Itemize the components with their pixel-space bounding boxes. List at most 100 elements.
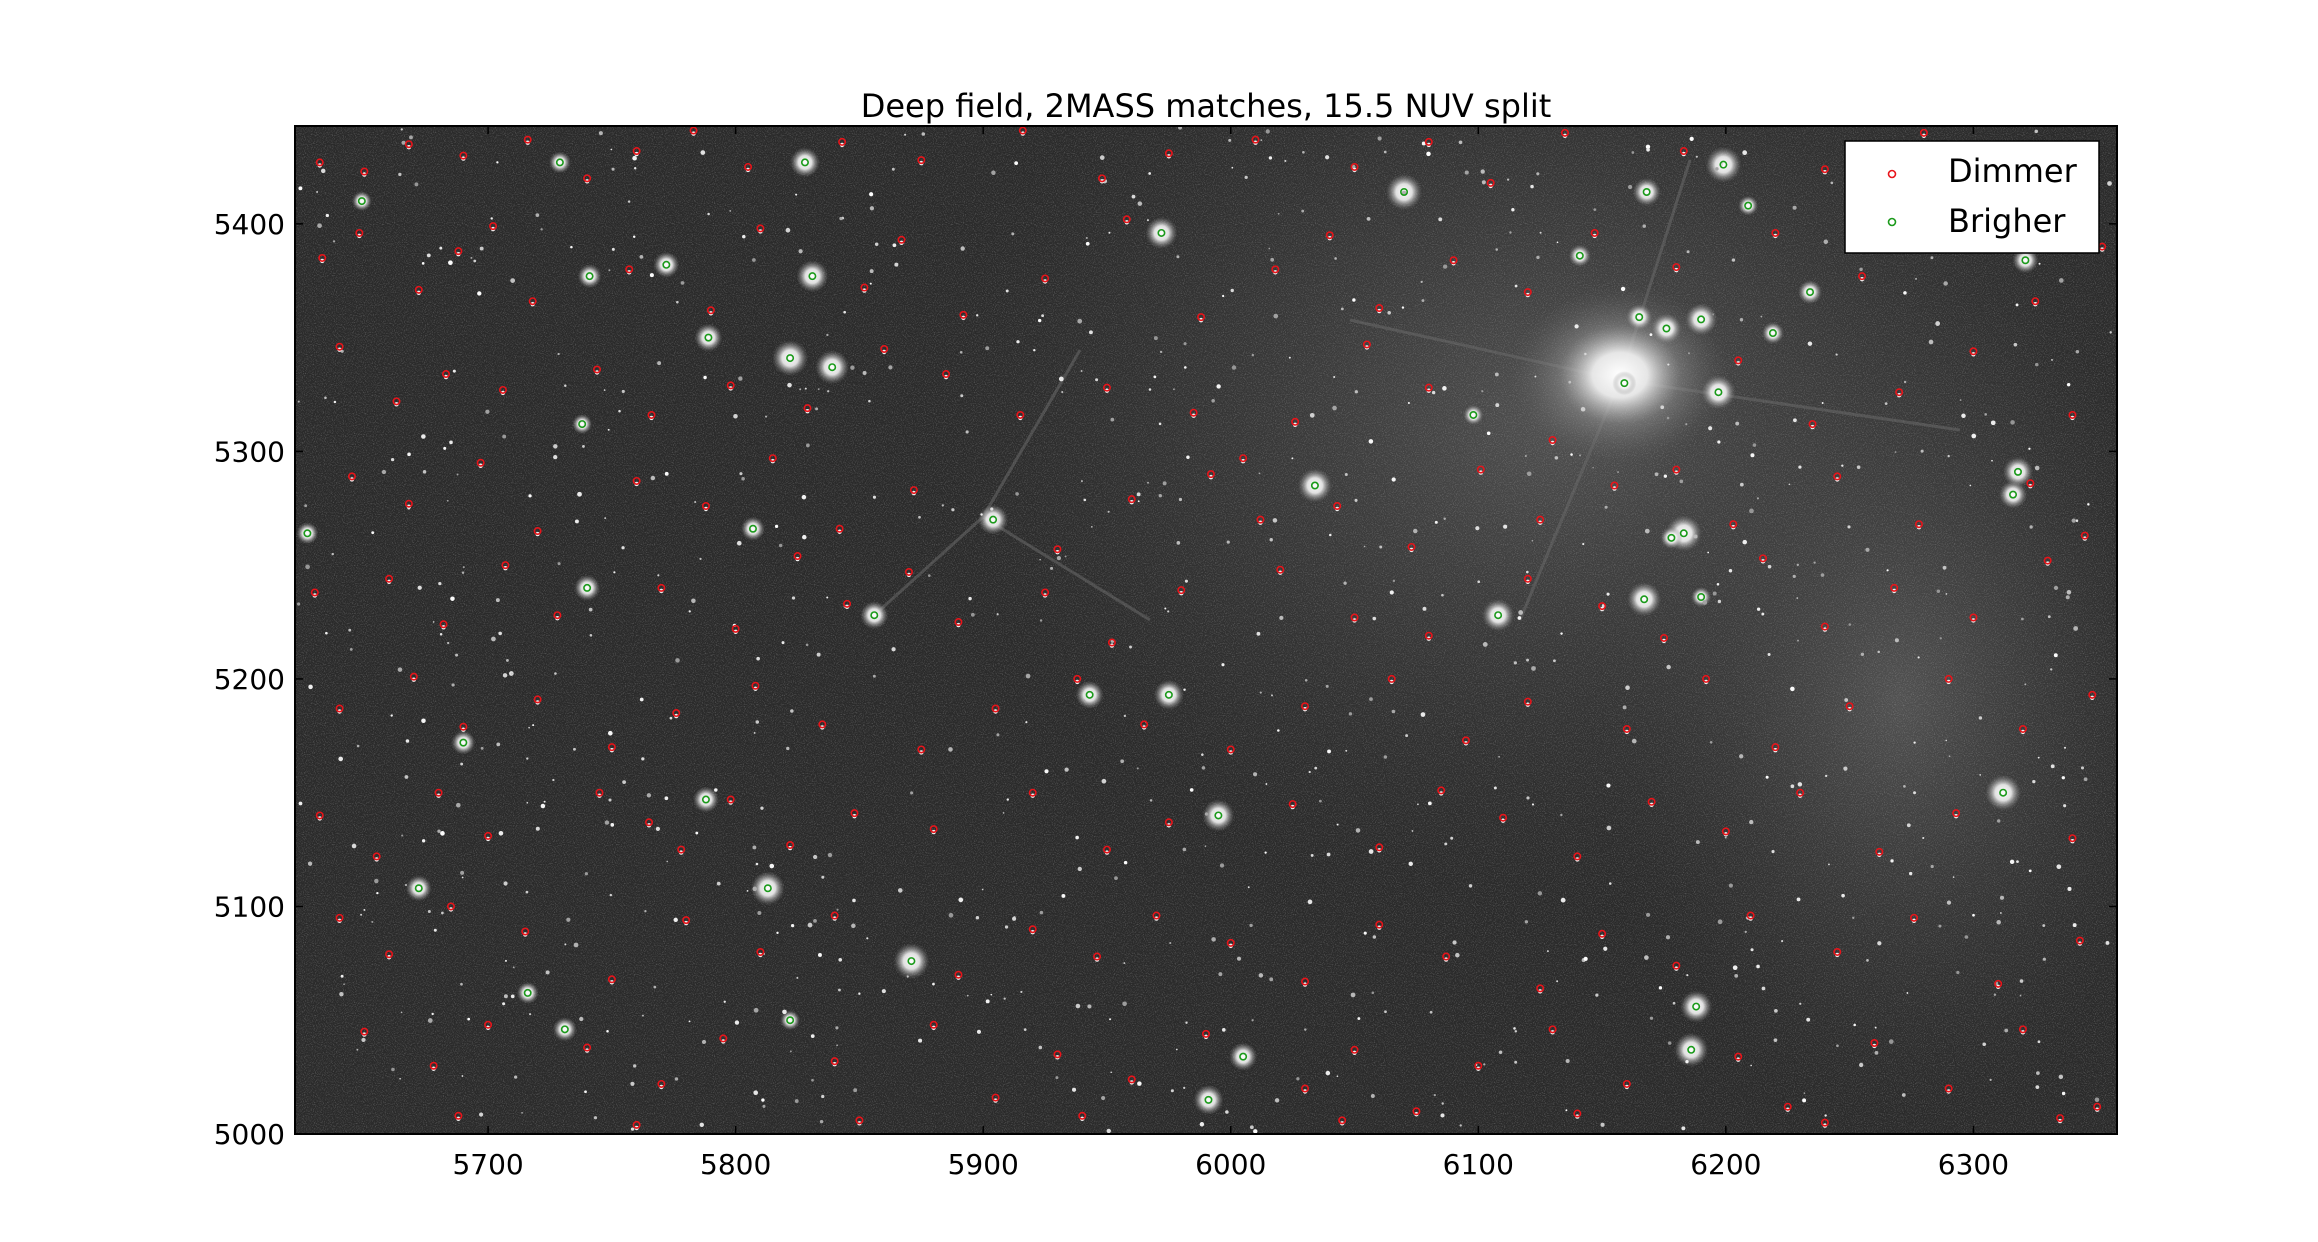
faint-star bbox=[649, 273, 654, 278]
brighter-point bbox=[1999, 788, 2008, 797]
brighter-point bbox=[2021, 256, 2030, 265]
faint-star bbox=[2050, 764, 2055, 769]
faint-star bbox=[1345, 749, 1348, 752]
faint-star bbox=[904, 133, 907, 136]
faint-star bbox=[1906, 823, 1911, 828]
brighter-point bbox=[1768, 329, 1777, 338]
dimmer-point bbox=[830, 1057, 839, 1066]
faint-star bbox=[1268, 156, 1273, 160]
dimmer-point bbox=[1177, 586, 1186, 595]
faint-star bbox=[981, 888, 984, 891]
faint-star bbox=[446, 499, 449, 502]
brighter-point bbox=[786, 1016, 795, 1025]
faint-star bbox=[762, 1104, 766, 1108]
faint-star bbox=[1044, 769, 1049, 774]
faint-star bbox=[461, 876, 464, 879]
faint-star bbox=[1420, 280, 1423, 283]
dimmer-point bbox=[607, 975, 616, 984]
brighter-point bbox=[1642, 187, 1651, 196]
dimmer-point bbox=[835, 524, 844, 533]
faint-star bbox=[360, 913, 363, 916]
faint-star bbox=[1565, 1058, 1570, 1064]
faint-star bbox=[2083, 777, 2088, 782]
faint-star bbox=[1363, 931, 1367, 935]
faint-star bbox=[582, 445, 585, 448]
faint-star bbox=[852, 898, 856, 903]
faint-star bbox=[1841, 893, 1845, 898]
faint-star bbox=[1716, 582, 1720, 586]
dimmer-point bbox=[501, 561, 510, 570]
faint-star bbox=[1739, 318, 1744, 322]
dimmer-point bbox=[434, 788, 443, 797]
dimmer-point bbox=[315, 158, 324, 167]
faint-star bbox=[431, 1012, 434, 1016]
faint-star bbox=[456, 473, 459, 476]
dimmer-point bbox=[1679, 147, 1688, 156]
dimmer-point bbox=[2026, 479, 2035, 488]
faint-star bbox=[574, 519, 579, 524]
faint-star bbox=[1481, 390, 1484, 393]
faint-star bbox=[448, 260, 453, 266]
faint-star bbox=[1153, 336, 1158, 341]
faint-star bbox=[498, 830, 504, 836]
dimmer-point bbox=[632, 476, 641, 485]
faint-star bbox=[786, 746, 790, 751]
dimmer-point bbox=[318, 253, 327, 262]
star-glow bbox=[1632, 177, 1661, 206]
dimmer-point bbox=[385, 950, 394, 959]
faint-star bbox=[1717, 599, 1722, 604]
faint-star bbox=[1859, 1062, 1864, 1068]
faint-star bbox=[404, 775, 409, 779]
faint-star bbox=[1560, 632, 1563, 635]
faint-star bbox=[948, 747, 953, 752]
dimmer-point bbox=[756, 947, 765, 956]
faint-star bbox=[1738, 754, 1744, 759]
faint-star bbox=[1075, 835, 1079, 840]
faint-star bbox=[1004, 925, 1009, 929]
faint-star bbox=[2028, 447, 2031, 450]
dimmer-point bbox=[1734, 1052, 1743, 1061]
faint-star bbox=[1847, 525, 1851, 529]
faint-star bbox=[756, 656, 760, 661]
faint-star bbox=[2034, 129, 2039, 134]
faint-star bbox=[927, 574, 931, 577]
faint-star bbox=[1264, 851, 1267, 854]
faint-star bbox=[1272, 518, 1278, 523]
dimmer-point bbox=[1053, 545, 1062, 554]
dimmer-point bbox=[818, 720, 827, 729]
faint-star bbox=[1993, 993, 1997, 996]
faint-star bbox=[1251, 1019, 1254, 1022]
faint-star bbox=[1231, 365, 1237, 370]
x-tick-label: 6200 bbox=[1690, 1148, 1761, 1181]
faint-star bbox=[503, 994, 508, 999]
dimmer-point bbox=[1098, 174, 1107, 183]
faint-star bbox=[1355, 828, 1361, 833]
faint-star bbox=[390, 458, 395, 462]
dimmer-point bbox=[1573, 1109, 1582, 1118]
faint-star bbox=[573, 942, 579, 948]
faint-star bbox=[1041, 314, 1045, 318]
brighter-point bbox=[1157, 228, 1166, 237]
faint-star bbox=[584, 872, 588, 876]
faint-star bbox=[414, 182, 419, 187]
dimmer-point bbox=[701, 501, 710, 510]
faint-star bbox=[1148, 388, 1152, 391]
star-glow bbox=[516, 981, 539, 1004]
faint-star bbox=[485, 409, 490, 414]
dimmer-point bbox=[439, 620, 448, 629]
faint-star bbox=[2035, 362, 2039, 367]
dimmer-point bbox=[1820, 165, 1829, 174]
dimmer-point bbox=[484, 1020, 493, 1029]
faint-star bbox=[1442, 386, 1447, 391]
faint-star bbox=[1087, 1004, 1092, 1009]
faint-star bbox=[2063, 804, 2067, 808]
faint-star bbox=[1606, 592, 1610, 596]
faint-star bbox=[1735, 421, 1740, 426]
faint-star bbox=[892, 243, 897, 248]
dimmer-point bbox=[1333, 501, 1342, 510]
faint-star bbox=[1146, 219, 1149, 222]
faint-star bbox=[1039, 910, 1044, 915]
faint-star bbox=[1384, 1010, 1387, 1014]
star-glow bbox=[789, 147, 820, 178]
dimmer-point bbox=[1375, 304, 1384, 313]
